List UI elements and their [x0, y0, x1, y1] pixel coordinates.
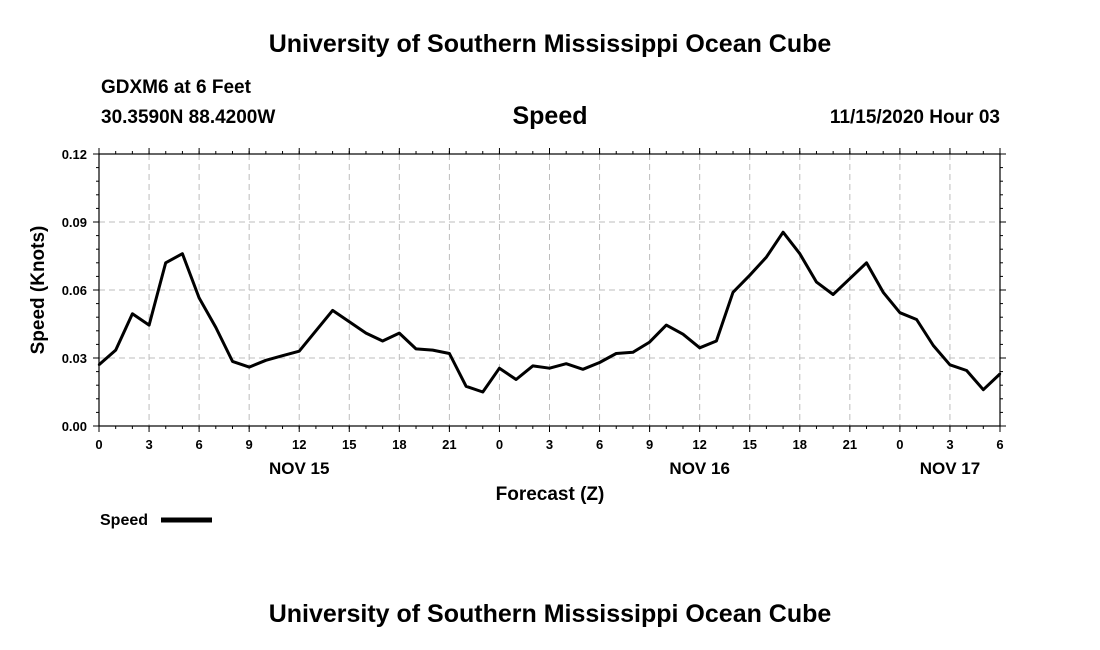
- x-tick-label: 6: [596, 437, 603, 452]
- speed-data-point: [681, 333, 685, 336]
- speed-data-point: [781, 231, 785, 234]
- x-tick-label: 21: [442, 437, 456, 452]
- speed-data-point: [197, 296, 201, 300]
- x-tick-label: 0: [896, 437, 903, 452]
- speed-data-point: [865, 261, 868, 264]
- speed-data-point: [514, 378, 518, 381]
- day-label: NOV 15: [269, 459, 329, 478]
- x-tick-label: 18: [392, 437, 406, 452]
- speed-data-point: [164, 261, 167, 264]
- y-tick-label: 0.06: [62, 283, 87, 298]
- y-tick-label: 0.03: [62, 351, 87, 366]
- day-label: NOV 16: [669, 459, 729, 478]
- speed-data-point: [898, 311, 902, 314]
- speed-data-point: [882, 291, 885, 294]
- speed-data-point: [147, 323, 151, 327]
- y-tick-labels: 0.00 0.03 0.06 0.09 0.12: [62, 147, 87, 434]
- axis-ticks: [93, 148, 1006, 432]
- speed-data-point: [248, 365, 251, 369]
- x-tick-label: 12: [292, 437, 306, 452]
- speed-data-point: [965, 369, 968, 372]
- speed-data-point: [998, 372, 1002, 376]
- speed-data-point: [398, 331, 401, 335]
- speed-data-point: [114, 348, 117, 352]
- speed-data-point: [448, 352, 451, 355]
- x-tick-labels: 0 3 6 9 12 15 18 21 0 3 6 9 12 15 18 21 0 3 6: [95, 437, 1003, 452]
- x-tick-label: 9: [646, 437, 653, 452]
- x-tick-label: 18: [793, 437, 807, 452]
- speed-data-point: [431, 348, 434, 352]
- coordinates-label: 30.3590N 88.4200W: [101, 107, 276, 128]
- speed-data-point: [798, 252, 801, 255]
- y-tick-label: 0.09: [62, 215, 87, 230]
- x-tick-label: 15: [342, 437, 356, 452]
- speed-data-points: [97, 231, 1002, 394]
- speed-data-point: [181, 252, 184, 255]
- y-axis-label: Speed (Knots): [28, 226, 49, 355]
- x-tick-label: 9: [246, 437, 253, 452]
- y-tick-label: 0.00: [62, 419, 87, 434]
- speed-data-point: [214, 326, 217, 329]
- speed-data-point: [631, 351, 635, 354]
- speed-data-point: [698, 346, 701, 349]
- speed-data-point: [331, 309, 334, 312]
- speed-data-point: [97, 363, 101, 366]
- chart-grid: [99, 154, 1000, 426]
- speed-data-point: [731, 291, 735, 294]
- x-tick-label: 21: [843, 437, 857, 452]
- x-tick-label: 6: [195, 437, 202, 452]
- speed-data-point: [831, 293, 835, 296]
- x-axis-label: Forecast (Z): [496, 484, 605, 505]
- x-tick-label: 3: [546, 437, 553, 452]
- chart-header-title: University of Southern Mississippi Ocean…: [268, 30, 832, 58]
- x-tick-label: 15: [742, 437, 756, 452]
- speed-data-point: [648, 340, 651, 344]
- station-label: GDXM6 at 6 Feet: [101, 77, 251, 98]
- speed-data-point: [131, 312, 134, 315]
- speed-data-point: [581, 368, 585, 371]
- speed-data-point: [231, 360, 234, 363]
- speed-data-point: [598, 361, 601, 364]
- day-labels: NOV 15 NOV 16 NOV 17: [269, 459, 980, 478]
- speed-data-point: [464, 385, 468, 388]
- x-tick-label: 3: [145, 437, 152, 452]
- speed-data-point: [848, 277, 851, 280]
- x-tick-label: 3: [946, 437, 953, 452]
- legend-label: Speed: [100, 512, 148, 529]
- speed-data-point: [548, 367, 551, 370]
- speed-data-point: [748, 274, 751, 277]
- speed-data-point: [982, 388, 985, 391]
- speed-data-point: [298, 350, 301, 353]
- x-tick-label: 0: [496, 437, 503, 452]
- x-tick-label: 6: [996, 437, 1003, 452]
- forecast-timestamp: 11/15/2020 Hour 03: [829, 107, 1000, 128]
- y-tick-label: 0.12: [62, 147, 87, 162]
- speed-data-point: [348, 320, 351, 323]
- speed-data-point: [815, 280, 818, 284]
- speed-data-point: [665, 323, 668, 327]
- speed-data-point: [481, 390, 484, 394]
- speed-data-point: [414, 347, 418, 351]
- speed-data-point: [314, 329, 318, 332]
- speed-data-point: [915, 318, 918, 321]
- speed-data-point: [765, 255, 768, 259]
- speed-data-point: [281, 354, 284, 357]
- speed-data-point: [381, 339, 384, 343]
- speed-data-point: [932, 344, 935, 347]
- speed-data-point: [364, 331, 368, 335]
- speed-data-point: [948, 363, 952, 366]
- day-label: NOV 17: [920, 459, 980, 478]
- speed-data-point: [615, 352, 618, 355]
- speed-data-point: [498, 367, 501, 370]
- chart-title: Speed: [512, 102, 587, 130]
- speed-data-point: [715, 339, 718, 343]
- x-tick-label: 12: [692, 437, 706, 452]
- chart-footer-title: University of Southern Mississippi Ocean…: [268, 600, 832, 628]
- speed-data-point: [264, 359, 268, 362]
- x-tick-label: 0: [95, 437, 102, 452]
- speed-data-point: [531, 364, 534, 368]
- speed-data-point: [565, 362, 568, 365]
